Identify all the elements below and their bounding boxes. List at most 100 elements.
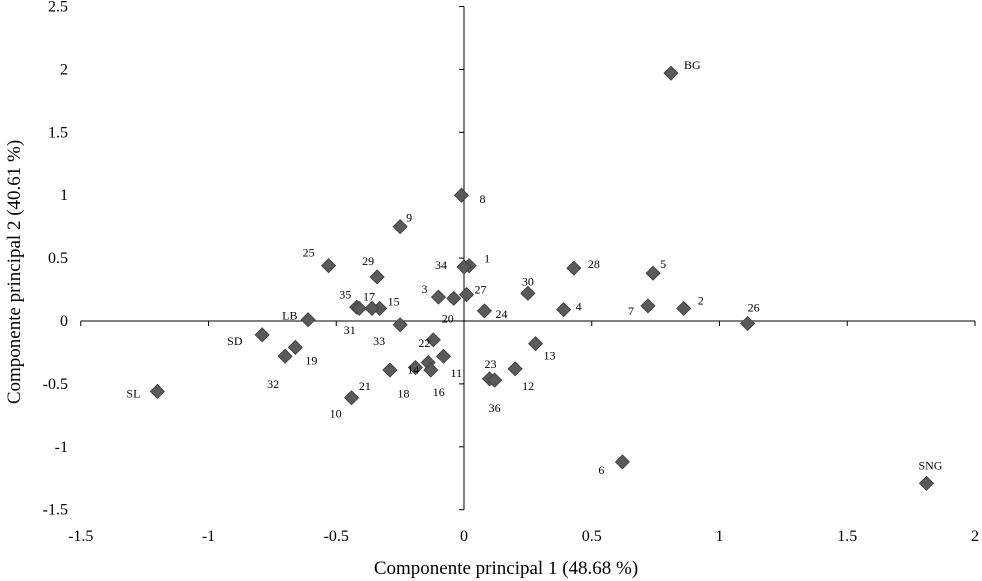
point-label-20: 20 (442, 311, 454, 325)
data-point-30 (520, 285, 536, 301)
data-point-34 (456, 259, 472, 275)
point-label-35: 35 (339, 287, 351, 301)
y-tick-label: 1 (60, 187, 68, 204)
point-label-27: 27 (475, 283, 487, 297)
data-point-9 (392, 219, 408, 235)
data-point-36 (487, 372, 503, 388)
y-tick-label: 2.5 (48, 0, 68, 16)
data-point-22 (425, 332, 441, 348)
data-point-5 (645, 265, 661, 281)
point-label-2: 2 (698, 293, 704, 307)
data-point-27 (458, 287, 475, 303)
point-label-32: 32 (267, 377, 279, 391)
point-label-4: 4 (576, 300, 582, 314)
point-label-14: 14 (407, 363, 419, 377)
data-point-4 (556, 302, 572, 318)
y-ticks: -1.5 -1 -0.5 0 0.5 1 1.5 2 2.5 (43, 0, 464, 519)
y-tick-label: -1 (55, 439, 68, 456)
point-label-7: 7 (628, 304, 634, 318)
data-point-19 (287, 339, 303, 355)
point-label-34: 34 (435, 258, 447, 272)
y-tick-label: 0.5 (48, 250, 68, 267)
data-point-8 (453, 187, 470, 203)
point-label-9: 9 (406, 211, 412, 225)
point-label-16: 16 (433, 385, 445, 399)
x-tick-label: 0.5 (582, 528, 602, 545)
point-label-3: 3 (421, 282, 427, 296)
x-axis-title: Componente principal 1 (48.68 %) (374, 558, 638, 579)
x-ticks: -1.5 -1 -0.5 0 0.5 1 1.5 2 (68, 321, 979, 545)
y-axis-title: Componente principal 2 (40.61 %) (4, 140, 25, 404)
point-label-21: 21 (359, 379, 371, 393)
point-labels: BGSNGSLSDLB12345678910111213141516171819… (126, 58, 942, 477)
data-point-32 (277, 348, 293, 364)
data-point-18 (407, 359, 424, 376)
data-point-sl (149, 383, 165, 400)
point-label-sd: SD (227, 334, 243, 348)
point-label-13: 13 (544, 349, 556, 363)
data-point-16 (423, 362, 439, 378)
point-label-26: 26 (748, 301, 760, 315)
point-label-29: 29 (362, 254, 374, 268)
data-point-24 (476, 303, 493, 319)
x-tick-label: 2 (971, 528, 979, 545)
point-label-22: 22 (418, 336, 430, 350)
data-point-12 (507, 361, 523, 377)
y-tick-label: 1.5 (48, 124, 68, 141)
point-label-8: 8 (479, 192, 485, 206)
data-point-28 (566, 260, 582, 276)
y-tick-label: 2 (60, 61, 68, 78)
point-label-24: 24 (495, 307, 507, 321)
y-tick-label: -0.5 (43, 376, 68, 393)
axes (80, 6, 975, 510)
data-point-25 (321, 258, 337, 274)
data-point-17 (364, 300, 380, 316)
point-label-lb: LB (282, 309, 297, 323)
data-point-20 (446, 290, 462, 306)
data-points (149, 65, 935, 491)
data-point-21 (382, 362, 398, 378)
data-point-33 (392, 317, 408, 333)
point-label-12: 12 (522, 379, 534, 393)
x-tick-label: 1.5 (837, 528, 857, 545)
x-tick-label: -1.5 (68, 528, 93, 545)
point-label-sl: SL (126, 386, 140, 400)
point-label-17: 17 (363, 289, 375, 303)
point-label-6: 6 (598, 463, 604, 477)
y-tick-label: -1.5 (43, 502, 68, 519)
point-label-bg: BG (684, 58, 701, 72)
point-label-23: 23 (485, 357, 497, 371)
data-point-35 (351, 300, 367, 316)
data-point-29 (369, 269, 385, 285)
data-point-sng (918, 475, 935, 491)
data-point-3 (430, 289, 447, 305)
x-tick-label: 1 (716, 528, 724, 545)
data-point-lb (300, 312, 316, 328)
point-label-36: 36 (489, 401, 501, 415)
data-point-sd (254, 327, 270, 343)
data-point-2 (676, 300, 692, 316)
data-point-7 (640, 298, 656, 314)
data-point-10 (344, 390, 360, 406)
x-tick-label: 0 (460, 528, 468, 545)
point-label-sng: SNG (918, 458, 942, 472)
y-tick-label: 0 (60, 313, 68, 330)
point-label-25: 25 (303, 246, 315, 260)
data-point-6 (614, 454, 630, 470)
x-tick-label: -0.5 (324, 528, 349, 545)
point-label-11: 11 (451, 366, 463, 380)
point-label-28: 28 (588, 257, 600, 271)
point-label-15: 15 (388, 294, 400, 308)
point-label-33: 33 (373, 334, 385, 348)
x-tick-label: -1 (202, 528, 215, 545)
point-label-31: 31 (344, 323, 356, 337)
data-point-26 (740, 315, 756, 332)
data-point-11 (435, 348, 452, 364)
point-label-5: 5 (660, 257, 666, 271)
point-label-19: 19 (305, 353, 317, 367)
data-point-bg (663, 65, 679, 81)
data-point-13 (527, 336, 544, 352)
point-label-1: 1 (484, 252, 490, 266)
point-label-10: 10 (330, 407, 342, 421)
